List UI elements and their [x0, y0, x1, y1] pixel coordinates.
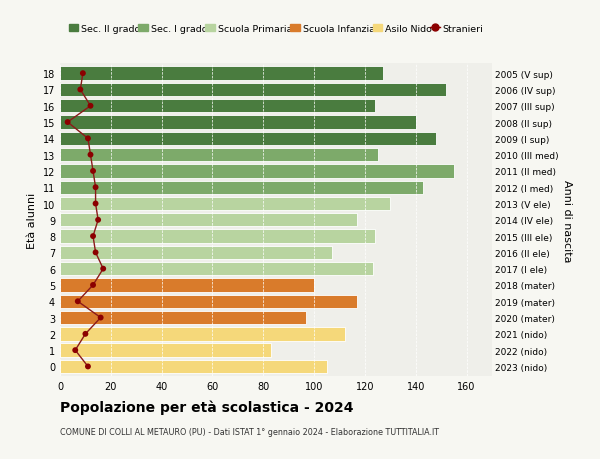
- Bar: [60, 230, 375, 243]
- Bar: [60, 149, 377, 162]
- Bar: [60, 100, 375, 113]
- Point: [70, 347, 80, 354]
- Bar: [60, 197, 391, 211]
- Point: [83, 135, 93, 143]
- Bar: [60, 132, 436, 146]
- Bar: [60, 344, 271, 357]
- Text: Popolazione per età scolastica - 2024: Popolazione per età scolastica - 2024: [60, 399, 353, 414]
- Point: [76, 87, 85, 94]
- Text: COMUNE DI COLLI AL METAURO (PU) - Dati ISTAT 1° gennaio 2024 - Elaborazione TUTT: COMUNE DI COLLI AL METAURO (PU) - Dati I…: [60, 427, 439, 436]
- Bar: [60, 295, 358, 308]
- Point: [63, 119, 73, 126]
- Bar: [60, 116, 416, 129]
- Y-axis label: Età alunni: Età alunni: [27, 192, 37, 248]
- Point: [88, 282, 98, 289]
- Point: [94, 217, 103, 224]
- Bar: [60, 67, 383, 81]
- Bar: [60, 181, 424, 195]
- Point: [78, 70, 88, 78]
- Bar: [60, 311, 307, 325]
- Point: [88, 168, 98, 175]
- Bar: [60, 360, 327, 373]
- Bar: [60, 165, 454, 178]
- Point: [73, 298, 83, 305]
- Bar: [60, 263, 373, 276]
- Point: [83, 363, 93, 370]
- Legend: Sec. II grado, Sec. I grado, Scuola Primaria, Scuola Infanzia, Asilo Nido, Stran: Sec. II grado, Sec. I grado, Scuola Prim…: [65, 21, 487, 37]
- Y-axis label: Anni di nascita: Anni di nascita: [562, 179, 572, 262]
- Point: [86, 103, 95, 110]
- Point: [98, 265, 108, 273]
- Bar: [60, 84, 446, 97]
- Bar: [60, 327, 344, 341]
- Point: [96, 314, 106, 321]
- Point: [80, 330, 90, 338]
- Bar: [60, 246, 332, 259]
- Point: [91, 201, 100, 208]
- Point: [91, 249, 100, 257]
- Point: [88, 233, 98, 240]
- Bar: [60, 279, 314, 292]
- Bar: [60, 213, 358, 227]
- Point: [86, 151, 95, 159]
- Point: [91, 184, 100, 191]
